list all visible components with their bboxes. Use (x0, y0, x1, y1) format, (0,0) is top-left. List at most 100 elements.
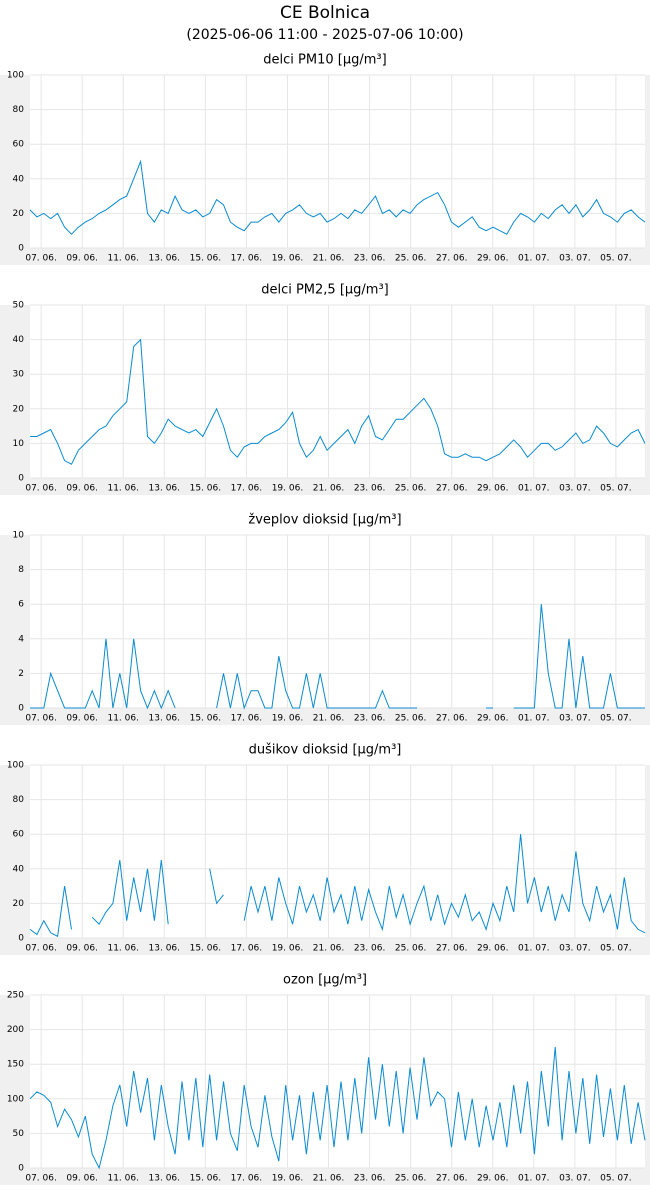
y-tick-label: 10 (13, 439, 25, 449)
x-tick-label: 23. 06. (354, 1174, 386, 1184)
y-tick-label: 50 (13, 301, 25, 311)
x-tick-label: 23. 06. (354, 254, 386, 264)
data-line (29, 1046, 646, 1170)
chart-title: žveplov dioksid [µg/m³] (248, 513, 401, 528)
y-tick-label: 50 (13, 1129, 25, 1139)
x-tick-label: 15. 06. (190, 944, 222, 954)
x-tick-label: 27. 06. (436, 1174, 468, 1184)
x-tick-label: 01. 07. (518, 484, 550, 494)
x-tick-label: 11. 06. (107, 714, 139, 724)
y-tick-label: 100 (7, 71, 24, 81)
x-tick-label: 05. 07. (600, 944, 632, 954)
x-tick-label: 03. 07. (559, 1174, 591, 1184)
data-line (29, 159, 646, 235)
y-tick-label: 8 (18, 565, 24, 575)
x-tick-label: 05. 07. (600, 714, 632, 724)
chart-title: ozon [µg/m³] (283, 973, 367, 988)
x-tick-label: 25. 06. (395, 944, 427, 954)
y-tick-label: 40 (13, 335, 25, 345)
page-title: CE Bolnica (280, 3, 370, 23)
x-tick-label: 27. 06. (436, 484, 468, 494)
x-tick-label: 05. 07. (600, 484, 632, 494)
y-tick-label: 60 (13, 140, 25, 150)
x-tick-label: 21. 06. (313, 484, 345, 494)
x-tick-label: 17. 06. (231, 484, 263, 494)
x-tick-label: 19. 06. (272, 1174, 304, 1184)
x-tick-label: 27. 06. (436, 944, 468, 954)
x-tick-label: 19. 06. (272, 714, 304, 724)
y-tick-label: 60 (13, 830, 25, 840)
x-tick-label: 29. 06. (477, 1174, 509, 1184)
y-tick-label: 0 (18, 1164, 24, 1174)
y-tick-label: 40 (13, 174, 25, 184)
x-tick-label: 29. 06. (477, 714, 509, 724)
x-tick-label: 13. 06. (149, 484, 181, 494)
y-tick-label: 6 (18, 600, 24, 610)
y-tick-label: 20 (13, 209, 25, 219)
chart-title: delci PM2,5 [µg/m³] (261, 283, 389, 298)
x-tick-label: 23. 06. (354, 484, 386, 494)
x-tick-label: 13. 06. (149, 254, 181, 264)
x-tick-label: 23. 06. (354, 714, 386, 724)
y-tick-label: 20 (13, 404, 25, 414)
data-line (29, 834, 646, 938)
x-tick-label: 07. 06. (25, 1174, 57, 1184)
x-tick-label: 11. 06. (107, 1174, 139, 1184)
x-tick-label: 25. 06. (395, 254, 427, 264)
x-tick-label: 27. 06. (436, 714, 468, 724)
x-tick-label: 29. 06. (477, 484, 509, 494)
plot-area (30, 535, 645, 708)
x-tick-label: 23. 06. (354, 944, 386, 954)
y-tick-label: 40 (13, 864, 25, 874)
x-tick-label: 07. 06. (25, 484, 57, 494)
x-tick-label: 09. 06. (66, 254, 98, 264)
x-tick-label: 11. 06. (107, 944, 139, 954)
y-tick-label: 200 (7, 1025, 24, 1035)
x-tick-label: 25. 06. (395, 714, 427, 724)
y-tick-label: 20 (13, 899, 25, 909)
y-tick-label: 0 (18, 934, 24, 944)
y-tick-label: 2 (18, 669, 24, 679)
x-tick-label: 03. 07. (559, 484, 591, 494)
x-tick-label: 07. 06. (25, 254, 57, 264)
x-tick-label: 07. 06. (25, 714, 57, 724)
x-tick-label: 03. 07. (559, 944, 591, 954)
x-tick-label: 13. 06. (149, 1174, 181, 1184)
x-tick-label: 11. 06. (107, 254, 139, 264)
x-tick-label: 15. 06. (190, 484, 222, 494)
x-tick-label: 21. 06. (313, 1174, 345, 1184)
x-tick-label: 07. 06. (25, 944, 57, 954)
y-tick-label: 80 (13, 105, 25, 115)
y-tick-label: 250 (7, 991, 24, 1001)
data-line (30, 338, 646, 465)
y-tick-label: 150 (7, 1060, 24, 1070)
x-tick-label: 15. 06. (190, 1174, 222, 1184)
y-tick-label: 10 (13, 531, 25, 541)
x-tick-label: 19. 06. (272, 484, 304, 494)
x-tick-label: 17. 06. (231, 944, 263, 954)
y-tick-label: 0 (18, 704, 24, 714)
y-tick-label: 100 (7, 1094, 24, 1104)
x-tick-label: 19. 06. (272, 944, 304, 954)
x-tick-label: 09. 06. (66, 714, 98, 724)
x-tick-label: 21. 06. (313, 714, 345, 724)
x-tick-label: 13. 06. (149, 714, 181, 724)
x-tick-label: 17. 06. (231, 254, 263, 264)
plot-area (30, 995, 645, 1168)
y-tick-label: 4 (18, 634, 24, 644)
y-tick-label: 0 (18, 474, 24, 484)
x-tick-label: 05. 07. (600, 254, 632, 264)
x-tick-label: 17. 06. (231, 1174, 263, 1184)
x-tick-label: 29. 06. (477, 944, 509, 954)
x-tick-label: 21. 06. (313, 254, 345, 264)
page-subtitle: (2025-06-06 11:00 - 2025-07-06 10:00) (186, 27, 463, 43)
x-tick-label: 15. 06. (190, 254, 222, 264)
x-tick-label: 01. 07. (518, 944, 550, 954)
y-tick-label: 80 (13, 795, 25, 805)
x-tick-label: 25. 06. (395, 484, 427, 494)
x-tick-label: 29. 06. (477, 254, 509, 264)
y-tick-label: 0 (18, 244, 24, 254)
data-line (30, 604, 645, 710)
y-tick-label: 100 (7, 761, 24, 771)
